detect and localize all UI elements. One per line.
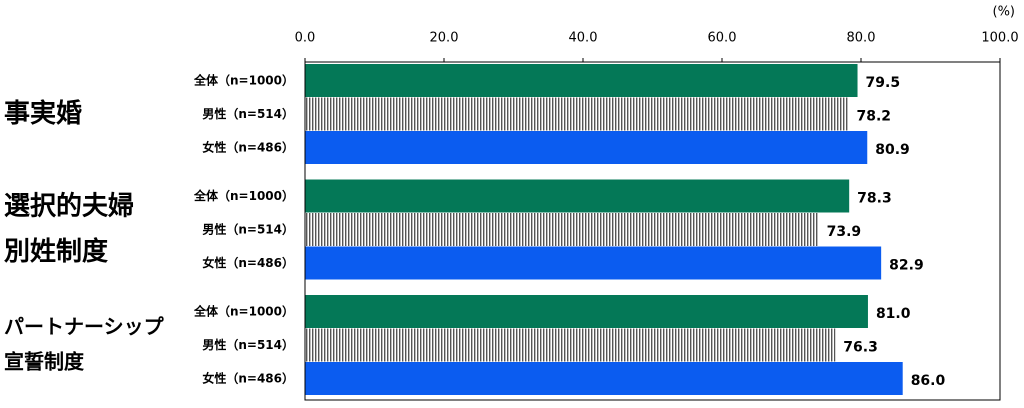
value-label: 73.9 [827, 224, 862, 240]
plot-border [304, 61, 1001, 401]
x-tick-label: 20.0 [430, 31, 459, 46]
value-label: 78.3 [857, 190, 892, 206]
unit-label: (%) [993, 5, 1016, 20]
series-label: 男性（n=514） [202, 337, 294, 352]
series-label: 全体（n=1000） [193, 72, 294, 87]
x-tick-label: 60.0 [708, 31, 737, 46]
x-tick-label: 40.0 [569, 31, 598, 46]
x-tick-label: 80.0 [847, 31, 876, 46]
series-label: 女性（n=486） [202, 255, 294, 270]
series-label: 女性（n=486） [202, 139, 294, 154]
bar [305, 362, 903, 395]
bar [305, 328, 836, 362]
bar [305, 179, 850, 213]
x-tick-label: 100.0 [981, 31, 1018, 46]
series-label: 男性（n=514） [202, 106, 294, 121]
value-label: 81.0 [876, 306, 911, 322]
bar [305, 213, 819, 246]
value-label: 78.2 [856, 108, 891, 124]
category-label: 宣誓制度 [4, 349, 85, 373]
x-tick-label: 0.0 [295, 31, 316, 46]
series-label: 全体（n=1000） [193, 303, 294, 318]
bar [305, 246, 882, 280]
series-label: 女性（n=486） [202, 370, 294, 385]
series-label: 全体（n=1000） [193, 188, 294, 203]
category-label: 事実婚 [4, 98, 82, 129]
value-label: 76.3 [843, 339, 878, 355]
series-label: 男性（n=514） [202, 221, 294, 236]
category-label: パートナーシップ [4, 314, 165, 338]
value-label: 86.0 [911, 373, 946, 389]
value-label: 80.9 [875, 142, 910, 158]
value-label: 82.9 [889, 257, 924, 273]
bar [305, 131, 868, 164]
bar [305, 64, 858, 97]
bar [305, 97, 849, 131]
category-label: 別姓制度 [4, 236, 108, 267]
category-label: 選択的夫婦 [4, 191, 134, 222]
value-label: 79.5 [866, 75, 901, 91]
bar [305, 295, 868, 328]
